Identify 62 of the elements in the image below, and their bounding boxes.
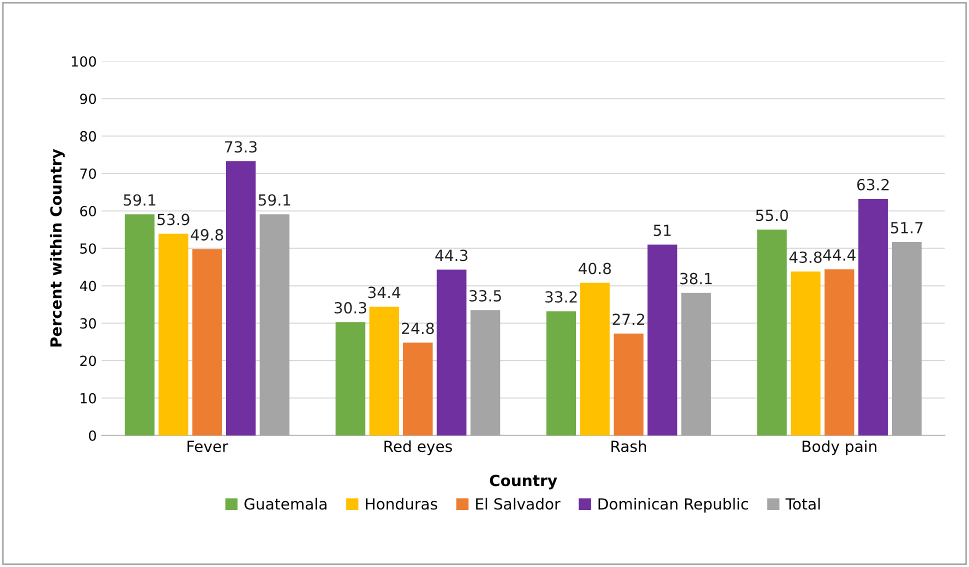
y-tick-label: 20 bbox=[80, 356, 96, 366]
bar bbox=[260, 214, 290, 436]
bar bbox=[336, 322, 366, 436]
y-tick-label: 70 bbox=[80, 168, 96, 179]
y-tick-label: 50 bbox=[80, 243, 96, 254]
bar bbox=[790, 272, 821, 436]
bar bbox=[824, 269, 854, 436]
x-axis-title: Country bbox=[490, 474, 558, 490]
y-tick-label: 40 bbox=[80, 280, 96, 292]
data-label: 63.2 bbox=[857, 178, 889, 190]
legend-label: Honduras bbox=[366, 498, 438, 510]
y-tick-label: 0 bbox=[88, 430, 96, 441]
data-label: 44.3 bbox=[435, 250, 468, 262]
y-tick-label: 10 bbox=[80, 393, 96, 404]
bar bbox=[158, 234, 188, 436]
x-tick-label: Rash bbox=[612, 440, 646, 452]
data-label: 34.4 bbox=[368, 286, 400, 298]
bar bbox=[436, 270, 466, 436]
x-tick-label: Body pain bbox=[802, 440, 876, 456]
y-tick-label: 90 bbox=[80, 94, 96, 104]
data-label: 38.1 bbox=[680, 272, 712, 284]
legend-label: Total bbox=[785, 498, 820, 510]
data-label: 59.1 bbox=[258, 194, 290, 206]
bar bbox=[226, 161, 256, 436]
data-label: 49.8 bbox=[190, 229, 224, 241]
bar bbox=[470, 310, 500, 436]
data-label: 73.3 bbox=[225, 141, 257, 153]
data-label: 59.1 bbox=[124, 194, 156, 206]
y-tick-label: 60 bbox=[80, 206, 96, 216]
legend-label: Guatemala bbox=[244, 498, 326, 510]
data-label: 24.8 bbox=[402, 322, 434, 334]
bar bbox=[369, 306, 399, 436]
data-label: 40.8 bbox=[578, 262, 611, 274]
data-label: 33.2 bbox=[545, 291, 577, 303]
y-tick-label: 30 bbox=[80, 318, 96, 329]
bar bbox=[124, 214, 155, 436]
y-tick-label: 100 bbox=[72, 56, 96, 67]
y-axis-title: Percent within Country bbox=[50, 149, 65, 347]
bar bbox=[648, 244, 678, 436]
bar bbox=[580, 282, 610, 436]
bar bbox=[858, 198, 888, 436]
data-label: 55.0 bbox=[756, 210, 788, 222]
data-label: 51 bbox=[654, 224, 671, 236]
data-label: 33.5 bbox=[469, 290, 501, 302]
x-tick-label: Fever bbox=[188, 440, 228, 452]
bar bbox=[681, 292, 711, 436]
bar bbox=[614, 334, 644, 436]
legend-label: El Salvador bbox=[476, 498, 560, 510]
bar bbox=[192, 249, 222, 436]
bar bbox=[403, 342, 433, 436]
data-label: 27.2 bbox=[612, 314, 644, 325]
data-label: 30.3 bbox=[334, 302, 366, 314]
bar bbox=[757, 230, 787, 436]
data-label: 44.4 bbox=[823, 249, 856, 261]
x-tick-label: Red eyes bbox=[384, 440, 452, 456]
data-label: 51.7 bbox=[891, 222, 923, 234]
legend-label: Dominican Republic bbox=[598, 498, 748, 513]
bar bbox=[892, 242, 922, 436]
y-tick-label: 80 bbox=[80, 131, 96, 142]
bar bbox=[546, 311, 576, 436]
data-label: 43.8 bbox=[789, 251, 822, 264]
data-label: 53.9 bbox=[158, 214, 190, 226]
